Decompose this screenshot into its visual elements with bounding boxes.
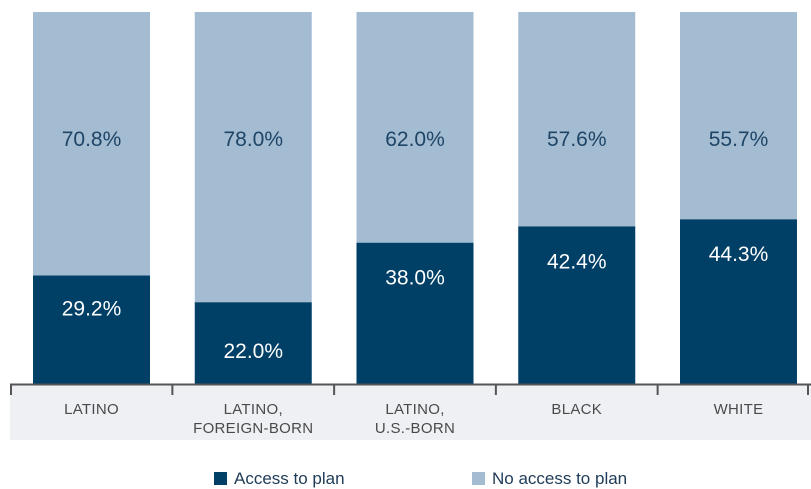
value-label-access-to-plan: 38.0% bbox=[385, 267, 445, 290]
legend-swatch bbox=[214, 472, 227, 485]
category-label: FOREIGN-BORN bbox=[193, 420, 313, 437]
bar-access-to-plan bbox=[356, 242, 474, 384]
bar-no-access-to-plan bbox=[194, 12, 312, 303]
legend-label: Access to plan bbox=[234, 469, 345, 488]
category-label: LATINO, bbox=[385, 401, 444, 418]
category-label: U.S.-BORN bbox=[375, 420, 455, 437]
legend: Access to plan No access to plan bbox=[214, 469, 627, 488]
legend-label: No access to plan bbox=[492, 469, 627, 488]
value-label-access-to-plan: 44.3% bbox=[709, 243, 769, 266]
value-label-access-to-plan: 29.2% bbox=[62, 297, 122, 320]
bar-access-to-plan bbox=[33, 275, 150, 384]
bar-no-access-to-plan bbox=[356, 12, 474, 243]
category-label: LATINO bbox=[64, 401, 119, 418]
bar-no-access-to-plan bbox=[518, 12, 636, 227]
category-bands bbox=[10, 384, 811, 440]
bar-access-to-plan bbox=[194, 302, 312, 384]
category-label: BLACK bbox=[551, 401, 602, 418]
bar-no-access-to-plan bbox=[680, 12, 797, 220]
category-label: WHITE bbox=[714, 401, 764, 418]
bar-value-labels: 70.8% 29.2% 78.0% 22.0% 62.0% 38.0% 57.6% 42.4%… bbox=[62, 128, 769, 363]
value-label-no-access-to-plan: 57.6% bbox=[547, 128, 607, 151]
x-axis bbox=[10, 383, 811, 395]
bar-access-to-plan bbox=[680, 219, 797, 384]
value-label-no-access-to-plan: 55.7% bbox=[709, 128, 769, 151]
category-label: LATINO, bbox=[224, 401, 283, 418]
value-label-no-access-to-plan: 62.0% bbox=[385, 128, 445, 151]
value-label-no-access-to-plan: 78.0% bbox=[223, 128, 283, 151]
category-label-band bbox=[10, 384, 811, 440]
bar-no-access-to-plan bbox=[33, 12, 150, 276]
value-label-no-access-to-plan: 70.8% bbox=[62, 128, 122, 151]
legend-swatch bbox=[472, 472, 485, 485]
x-axis-category-labels: LATINO LATINO, FOREIGN-BORN LATINO, U.S.-BOR… bbox=[64, 401, 763, 437]
bar-access-to-plan bbox=[518, 226, 636, 384]
bars bbox=[33, 12, 797, 384]
value-label-access-to-plan: 22.0% bbox=[223, 340, 283, 363]
value-label-access-to-plan: 42.4% bbox=[547, 250, 607, 273]
